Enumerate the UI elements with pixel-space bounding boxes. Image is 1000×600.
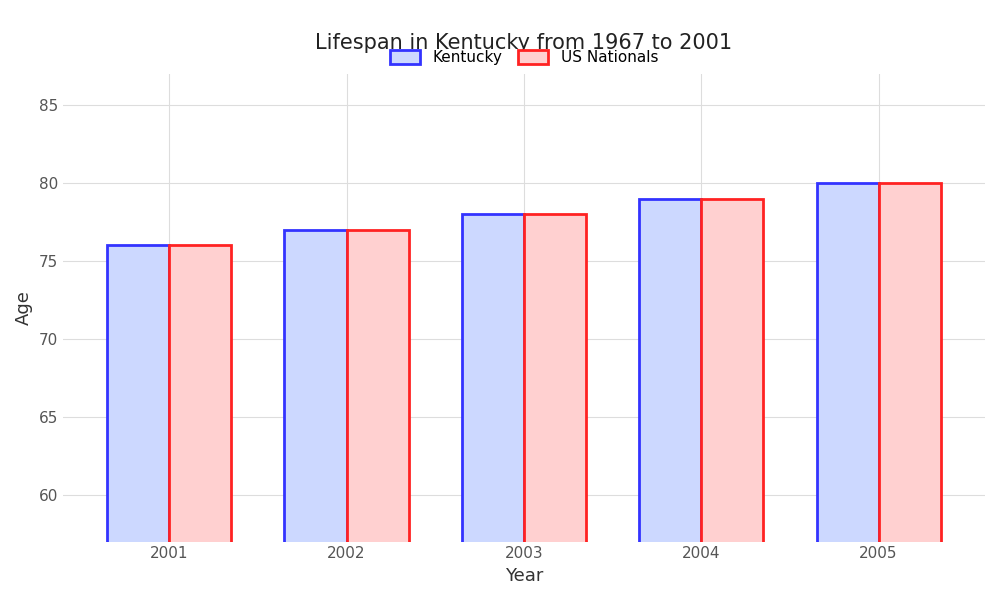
Bar	[169, 245, 231, 600]
Bar	[347, 230, 409, 600]
Bar	[524, 214, 586, 600]
Bar	[817, 183, 879, 600]
X-axis label: Year: Year	[505, 567, 543, 585]
Bar	[107, 245, 169, 600]
Legend: Kentucky, US Nationals: Kentucky, US Nationals	[384, 44, 664, 71]
Bar	[462, 214, 524, 600]
Bar	[879, 183, 941, 600]
Bar	[284, 230, 347, 600]
Bar	[701, 199, 763, 600]
Y-axis label: Age: Age	[15, 290, 33, 325]
Title: Lifespan in Kentucky from 1967 to 2001: Lifespan in Kentucky from 1967 to 2001	[315, 33, 732, 53]
Bar	[639, 199, 701, 600]
